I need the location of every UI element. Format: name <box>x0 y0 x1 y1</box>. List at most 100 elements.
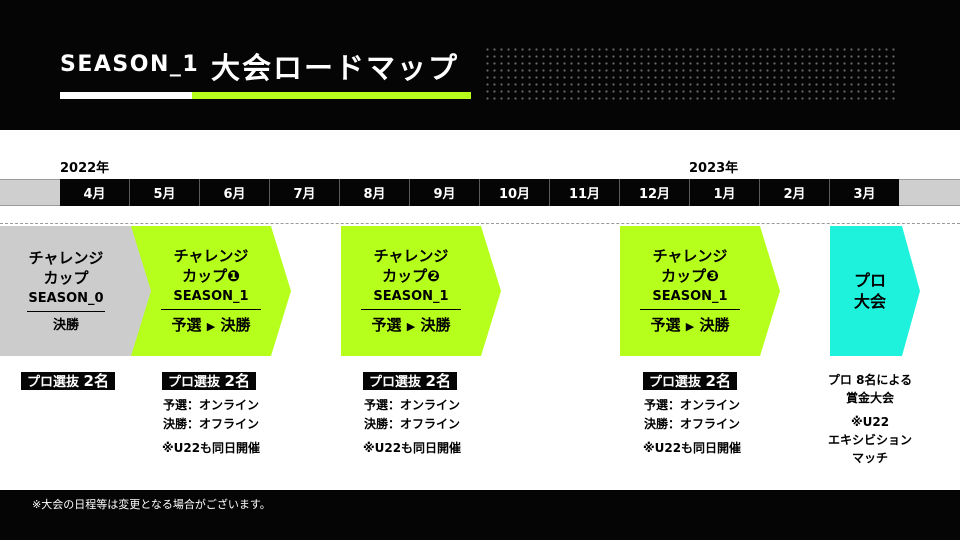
event-arrow-cup2: チャレンジ カップ❷ SEASON_1 予選 ▶ 決勝 <box>341 226 501 356</box>
event-name-line1: チャレンジ <box>173 247 249 265</box>
stage-to: 決勝 <box>420 316 451 334</box>
event-name-line1: チャレンジ <box>652 247 728 265</box>
event-arrow-cup3: チャレンジ カップ❸ SEASON_1 予選 ▶ 決勝 <box>620 226 780 356</box>
month-cell: 8月 <box>340 179 410 206</box>
month-cell: 1月 <box>690 179 760 206</box>
event-notes-cup1: 予選：オンライン 決勝：オフライン ※U22も同日開催 <box>146 396 276 458</box>
event-text: チャレンジ カップ❸ SEASON_1 予選 ▶ 決勝 <box>620 226 760 337</box>
play-arrow-icon: ▶ <box>206 320 216 333</box>
badge-label: プロ選抜 <box>168 375 221 390</box>
arrow-fill <box>830 226 920 356</box>
pro-selection-badge: プロ選抜 2名 <box>363 372 457 390</box>
year-label-end: 2023年 <box>689 161 739 176</box>
pro-selection-badge: プロ選抜 2名 <box>162 372 256 390</box>
event-notes-pro: プロ 8名による 賞金大会 ※U22 エキシビション マッチ <box>808 371 932 467</box>
event-stage: 予選 ▶ 決勝 <box>620 315 760 337</box>
event-divider <box>27 311 105 312</box>
event-text: チャレンジ カップ❷ SEASON_1 予選 ▶ 決勝 <box>341 226 481 337</box>
footer-disclaimer: ※大会の日程等は変更となる場合がございます。 <box>32 498 271 511</box>
note-line: ※U22 <box>850 415 890 429</box>
stage-from: 予選 <box>371 316 402 334</box>
event-text: チャレンジ カップ SEASON_0 決勝 <box>0 226 132 334</box>
note-line: プロ 8名による <box>827 373 913 387</box>
event-name-line1: チャレンジ <box>373 247 449 265</box>
month-cell: 12月 <box>620 179 690 206</box>
note-line: マッチ <box>851 451 888 465</box>
note-line: エキシビション <box>827 433 912 447</box>
month-cell: 2月 <box>760 179 830 206</box>
arrow-shape <box>830 226 920 356</box>
arrow-shape <box>0 226 152 356</box>
event-name-line2: 大会 <box>853 292 886 311</box>
event-name-line1: プロ <box>853 271 886 290</box>
badge-count: 2名 <box>425 372 451 390</box>
note-line: ※U22も同日開催 <box>362 441 462 455</box>
arrow-shape <box>620 226 780 356</box>
note-line: 予選：オンライン <box>363 398 460 412</box>
footer-band <box>0 490 960 540</box>
badge-label: プロ選抜 <box>649 375 702 390</box>
event-name-line2: カップ❸ <box>661 267 719 285</box>
pro-selection-badge: プロ選抜 2名 <box>643 372 737 390</box>
event-arrow-season0: チャレンジ カップ SEASON_0 決勝 <box>0 226 152 356</box>
stage-to: 決勝 <box>699 316 730 334</box>
note-line: 決勝：オフライン <box>363 417 460 431</box>
arrow-shape <box>341 226 501 356</box>
pro-selection-badge: プロ選抜 2名 <box>21 372 115 390</box>
arrow-fill <box>620 226 780 356</box>
month-cell: 11月 <box>550 179 620 206</box>
event-stage: 予選 ▶ 決勝 <box>151 315 271 337</box>
note-line: 予選：オンライン <box>162 398 259 412</box>
event-notes-cup3: 予選：オンライン 決勝：オフライン ※U22も同日開催 <box>627 396 757 458</box>
note-line: 賞金大会 <box>845 391 894 405</box>
event-text: チャレンジ カップ❶ SEASON_1 予選 ▶ 決勝 <box>151 226 271 337</box>
event-arrow-cup1: チャレンジ カップ❶ SEASON_1 予選 ▶ 決勝 <box>131 226 291 356</box>
arrow-shape <box>131 226 291 356</box>
badge-count: 2名 <box>83 372 109 390</box>
month-cell: 9月 <box>410 179 480 206</box>
stage-from: 予選 <box>650 316 681 334</box>
stage-from: 予選 <box>171 316 202 334</box>
badge-count: 2名 <box>224 372 250 390</box>
dashed-divider <box>0 223 960 224</box>
month-cell: 5月 <box>130 179 200 206</box>
month-cell: 6月 <box>200 179 270 206</box>
month-cell: 10月 <box>480 179 550 206</box>
event-name-line2: カップ <box>43 269 89 287</box>
arrow-fill <box>131 226 291 356</box>
month-bar: 4月 5月 6月 7月 8月 9月 10月 11月 12月 1月 2月 3月 <box>60 179 899 206</box>
event-divider <box>161 309 261 310</box>
event-divider <box>640 309 740 310</box>
note-line: ※U22も同日開催 <box>642 441 742 455</box>
year-label-start: 2022年 <box>60 161 110 176</box>
note-line: 決勝：オフライン <box>643 417 740 431</box>
note-line: 予選：オンライン <box>643 398 740 412</box>
month-cell: 3月 <box>853 187 876 202</box>
month-cell: 4月 <box>60 179 130 206</box>
event-stage: 決勝 <box>52 318 79 333</box>
event-season: SEASON_1 <box>373 289 449 304</box>
season-label: SEASON_1 <box>60 52 200 77</box>
event-stage: 予選 ▶ 決勝 <box>341 315 481 337</box>
badge-count: 2名 <box>705 372 731 390</box>
note-line: ※U22も同日開催 <box>161 441 261 455</box>
month-cell: 7月 <box>270 179 340 206</box>
arrow-fill <box>341 226 501 356</box>
event-name-line1: チャレンジ <box>28 249 104 267</box>
note-line: 決勝：オフライン <box>162 417 259 431</box>
stage-to: 決勝 <box>220 316 251 334</box>
event-divider <box>361 309 461 310</box>
event-season: SEASON_1 <box>173 289 249 304</box>
play-arrow-icon: ▶ <box>685 320 695 333</box>
event-text: プロ 大会 <box>830 226 910 312</box>
dot-pattern-decoration <box>484 46 896 102</box>
event-arrow-pro: プロ 大会 <box>830 226 920 356</box>
event-name-line2: カップ❷ <box>382 267 440 285</box>
badge-label: プロ選抜 <box>27 375 80 390</box>
badge-label: プロ選抜 <box>369 375 422 390</box>
event-name-line2: カップ❶ <box>182 267 240 285</box>
title-underline-green <box>192 92 471 99</box>
play-arrow-icon: ▶ <box>406 320 416 333</box>
event-season: SEASON_0 <box>28 291 104 306</box>
title-underline-white <box>60 92 192 99</box>
